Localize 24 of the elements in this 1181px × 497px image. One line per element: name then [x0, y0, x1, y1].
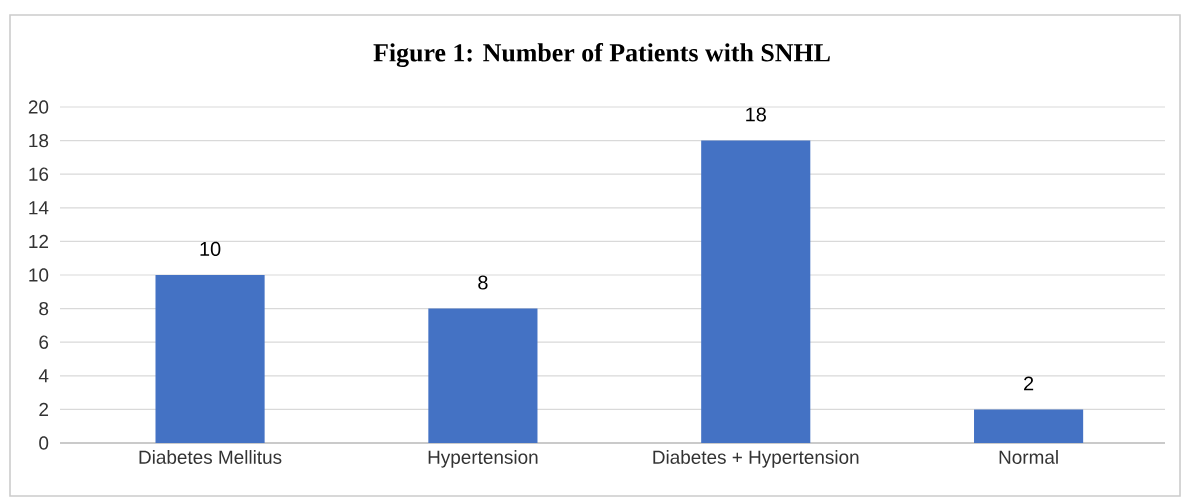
y-tick-label: 10 — [29, 268, 49, 282]
data-label: 8 — [478, 275, 488, 290]
y-tick-label: 18 — [29, 133, 49, 148]
y-tick-label: 2 — [39, 402, 49, 417]
x-tick-label: Normal — [999, 450, 1058, 464]
x-tick-label: Diabetes + Hypertension — [653, 450, 859, 468]
x-tick-label: Hypertension — [428, 450, 538, 468]
bar — [155, 275, 265, 443]
bar — [701, 140, 811, 443]
y-tick-label: 8 — [39, 301, 49, 316]
x-tick-label: Diabetes Mellitus — [139, 450, 282, 464]
y-tick-label: 14 — [29, 201, 49, 215]
y-tick-label: 20 — [28, 100, 49, 114]
y-tick-label: 6 — [39, 335, 49, 349]
data-label: 18 — [746, 107, 766, 122]
data-label: 2 — [1024, 376, 1034, 391]
bar — [974, 409, 1084, 443]
y-tick-label: 12 — [29, 234, 49, 249]
y-tick-label: 4 — [38, 369, 49, 383]
data-label: 10 — [200, 241, 221, 256]
chart-title: Figure 1: Number of Patients with SNHL — [373, 43, 830, 67]
bar — [428, 308, 538, 443]
y-tick-label: 16 — [29, 167, 49, 181]
y-tick-label: 0 — [39, 436, 49, 450]
